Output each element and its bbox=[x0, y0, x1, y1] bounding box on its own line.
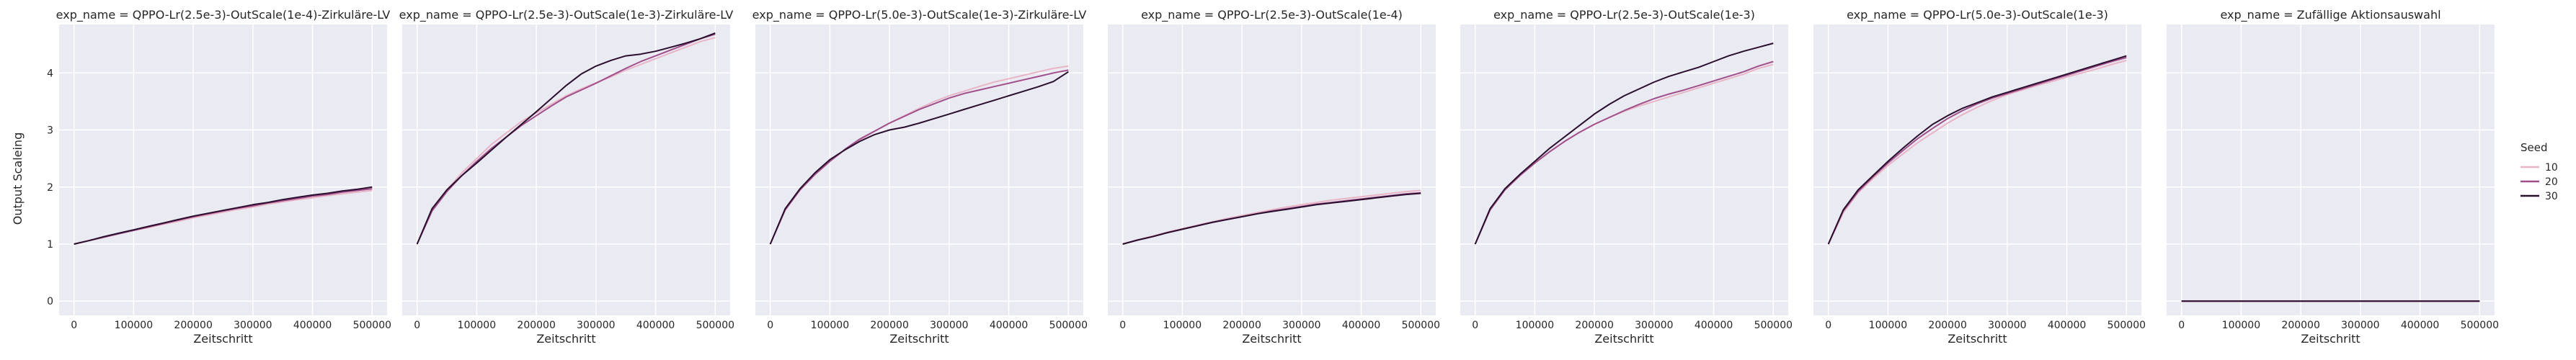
panel-6: 0 100000 200000 300000 400000 500000 exp_name … bbox=[1813, 8, 2146, 346]
series-line-30 bbox=[1827, 55, 2127, 245]
x-tick-label: 0 bbox=[2178, 320, 2185, 331]
panel-7: 0 100000 200000 300000 400000 500000 exp_name … bbox=[2167, 8, 2499, 346]
plot-background bbox=[755, 24, 1083, 315]
x-tick-label: 500000 bbox=[353, 320, 391, 331]
x-tick-label: 0 bbox=[1825, 320, 1831, 331]
legend-entries: 10 20 30 bbox=[2521, 162, 2558, 202]
plot-background bbox=[59, 24, 387, 315]
plot-background bbox=[2167, 24, 2495, 315]
x-axis-label: Zeitschritt bbox=[1242, 332, 1301, 346]
x-tick-label: 500000 bbox=[2108, 320, 2146, 331]
legend-label-30: 30 bbox=[2545, 191, 2558, 202]
x-tick-label: 300000 bbox=[2341, 320, 2379, 331]
series-line-30 bbox=[416, 32, 716, 245]
x-tick-label: 300000 bbox=[1282, 320, 1320, 331]
x-tick-label: 200000 bbox=[1222, 320, 1261, 331]
x-tick-label: 300000 bbox=[1988, 320, 2026, 331]
x-tick-label: 200000 bbox=[517, 320, 555, 331]
panel-4: 0 100000 200000 300000 400000 500000 exp_name … bbox=[1108, 8, 1440, 346]
x-tick-label: 400000 bbox=[1342, 320, 1380, 331]
series-line-20 bbox=[1827, 56, 2127, 245]
x-tick-label: 100000 bbox=[811, 320, 849, 331]
x-tick-label: 300000 bbox=[234, 320, 272, 331]
series-line-30 bbox=[74, 186, 373, 245]
y-tick-label: 4 bbox=[47, 68, 53, 79]
panel-title: exp_name = QPPO-Lr(2.5e-3)-OutScale(1e-4… bbox=[1141, 8, 1403, 22]
x-axis-label: Zeitschritt bbox=[536, 332, 595, 346]
x-axis-label: Zeitschritt bbox=[193, 332, 252, 346]
x-tick-label: 100000 bbox=[115, 320, 153, 331]
y-tick-label: 3 bbox=[47, 125, 53, 137]
legend-label-10: 10 bbox=[2545, 162, 2558, 174]
x-tick-label: 100000 bbox=[458, 320, 496, 331]
plot-background bbox=[402, 24, 730, 315]
series-line-10 bbox=[416, 37, 716, 245]
x-tick-label: 500000 bbox=[1049, 320, 1088, 331]
legend: Seed 10 20 30 bbox=[2521, 141, 2558, 202]
x-axis-label: Zeitschritt bbox=[1594, 332, 1653, 346]
x-tick-label: 400000 bbox=[1695, 320, 1733, 331]
x-axis-label: Zeitschritt bbox=[889, 332, 949, 346]
plot-background bbox=[1108, 24, 1436, 315]
y-axis-label: Output Scaleing bbox=[11, 132, 25, 225]
series-line-20 bbox=[769, 69, 1069, 245]
x-tick-label: 0 bbox=[414, 320, 420, 331]
panel-title: exp_name = QPPO-Lr(2.5e-3)-OutScale(1e-4… bbox=[56, 8, 391, 22]
x-axis-label: Zeitschritt bbox=[2301, 332, 2360, 346]
y-tick-label: 1 bbox=[47, 239, 53, 251]
chart-panels: 0 100000 200000 300000 400000 500000 0 1 2 3 4 exp_… bbox=[47, 8, 2499, 346]
panel-title: exp_name = QPPO-Lr(5.0e-3)-OutScale(1e-3… bbox=[752, 8, 1087, 22]
x-tick-label: 200000 bbox=[2281, 320, 2319, 331]
y-tick-label: 0 bbox=[47, 296, 53, 307]
x-tick-label: 500000 bbox=[696, 320, 734, 331]
x-tick-label: 0 bbox=[71, 320, 77, 331]
x-tick-label: 0 bbox=[1472, 320, 1478, 331]
x-tick-label: 300000 bbox=[577, 320, 615, 331]
x-tick-label: 200000 bbox=[1928, 320, 1966, 331]
x-tick-label: 300000 bbox=[1635, 320, 1673, 331]
plot-background bbox=[1460, 24, 1788, 315]
panel-2: 0 100000 200000 300000 400000 500000 exp_name … bbox=[399, 8, 734, 346]
series-line-30 bbox=[769, 71, 1069, 245]
panel-title: exp_name = Zufällige Aktionsauswahl bbox=[2220, 8, 2440, 22]
x-tick-label: 400000 bbox=[636, 320, 675, 331]
x-axis-label: Zeitschritt bbox=[1947, 332, 2007, 346]
legend-title: Seed bbox=[2521, 141, 2548, 154]
x-tick-label: 200000 bbox=[1575, 320, 1613, 331]
panel-title: exp_name = QPPO-Lr(2.5e-3)-OutScale(1e-3… bbox=[1493, 8, 1755, 22]
x-tick-label: 500000 bbox=[1754, 320, 1793, 331]
x-tick-label: 300000 bbox=[930, 320, 968, 331]
series-line-10 bbox=[1827, 59, 2127, 245]
series-line-30 bbox=[1122, 192, 1421, 245]
x-tick-label: 100000 bbox=[1163, 320, 1202, 331]
legend-label-20: 20 bbox=[2545, 176, 2558, 188]
x-tick-label: 400000 bbox=[2048, 320, 2086, 331]
x-tick-label: 0 bbox=[1119, 320, 1126, 331]
series-line-20 bbox=[1474, 60, 1774, 245]
x-tick-label: 100000 bbox=[2222, 320, 2260, 331]
panel-title: exp_name = QPPO-Lr(2.5e-3)-OutScale(1e-3… bbox=[399, 8, 734, 22]
x-tick-label: 100000 bbox=[1516, 320, 1554, 331]
x-tick-label: 100000 bbox=[1869, 320, 1907, 331]
x-tick-label: 0 bbox=[767, 320, 773, 331]
x-tick-label: 400000 bbox=[2401, 320, 2439, 331]
x-tick-label: 500000 bbox=[1402, 320, 1440, 331]
series-line-30 bbox=[1474, 42, 1774, 245]
panel-5: 0 100000 200000 300000 400000 500000 exp_name … bbox=[1460, 8, 1793, 346]
y-tick-label: 2 bbox=[47, 182, 53, 194]
panel-1: 0 100000 200000 300000 400000 500000 0 1 2 3 4 exp_… bbox=[47, 8, 391, 346]
x-tick-label: 400000 bbox=[990, 320, 1028, 331]
x-tick-label: 200000 bbox=[870, 320, 908, 331]
x-tick-label: 400000 bbox=[293, 320, 332, 331]
panel-3: 0 100000 200000 300000 400000 500000 exp_name … bbox=[752, 8, 1088, 346]
x-tick-label: 200000 bbox=[174, 320, 212, 331]
panel-title: exp_name = QPPO-Lr(5.0e-3)-OutScale(1e-3… bbox=[1847, 8, 2108, 22]
x-tick-label: 500000 bbox=[2461, 320, 2499, 331]
